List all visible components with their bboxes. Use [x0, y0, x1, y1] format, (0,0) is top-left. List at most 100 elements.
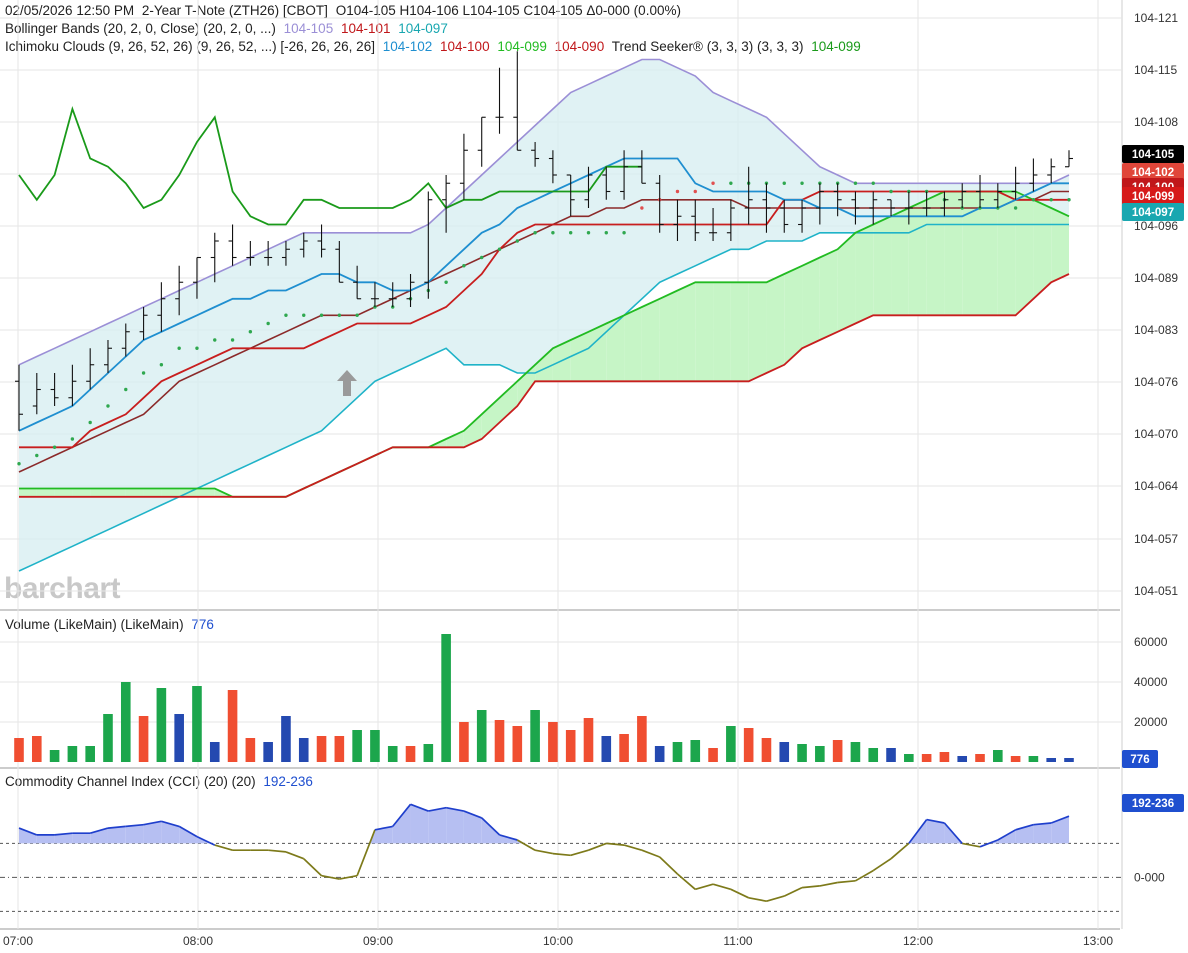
- ohlc-bar: [246, 241, 255, 266]
- header-line-1: 02/05/2026 12:50 PM 2-Year T-Note (ZTH26…: [5, 2, 685, 20]
- volume-bar: [156, 688, 167, 762]
- bollinger-study-label[interactable]: Bollinger Bands (20, 2, 0, Close) (20, 2…: [5, 21, 276, 36]
- price-pane[interactable]: [15, 51, 1073, 572]
- ohlc-bar: [424, 191, 433, 299]
- volume-bar: [459, 722, 469, 762]
- ohlc-bar: [103, 340, 112, 373]
- trend-seeker-dot: [177, 346, 181, 350]
- ichimoku-cloud-segment: [446, 430, 464, 448]
- cci-line-segment: [695, 883, 714, 891]
- trend-seeker-dot: [302, 313, 306, 317]
- cci-fill-segment: [19, 828, 37, 844]
- trend-seeker-dot: [889, 189, 893, 194]
- ichimoku-cloud-segment: [517, 364, 536, 406]
- ichimoku-study-label[interactable]: Ichimoku Clouds (9, 26, 52, 26) (9, 26, …: [5, 39, 375, 54]
- volume-bar: [904, 754, 914, 762]
- ohlc-bar: [869, 191, 878, 225]
- ohlc-bar: [709, 208, 718, 241]
- volume-bar: [227, 690, 238, 762]
- ichimoku-cloud-segment: [588, 323, 607, 382]
- cci-line-segment: [268, 849, 287, 853]
- ohlc-bar: [264, 241, 273, 266]
- ohlc-bar: [566, 174, 575, 217]
- price-axis-label: 104-089: [1134, 271, 1178, 285]
- volume-bar: [138, 716, 149, 762]
- ichimoku-cloud-segment: [535, 348, 553, 382]
- trend-seeker-dot: [497, 247, 502, 251]
- ichimoku-cloud-segment: [837, 232, 856, 332]
- cci-line-segment: [730, 888, 750, 899]
- volume-axis-label: 40000: [1134, 675, 1168, 689]
- cci-line-segment: [374, 825, 393, 831]
- volume-bar: [601, 736, 612, 762]
- bollinger-upper-value: 104-105: [283, 21, 334, 36]
- ichimoku-tenkan-value: 104-102: [382, 39, 433, 54]
- ohlc-bar: [798, 199, 807, 233]
- price-axis-label: 104-051: [1134, 584, 1178, 598]
- volume-bar: [565, 730, 576, 762]
- price-axis-label: 104-083: [1134, 323, 1178, 337]
- ichimoku-cloud-segment: [36, 488, 55, 497]
- ohlc-bar: [50, 373, 59, 406]
- trend-seeker-dot: [711, 181, 715, 185]
- volume-bar: [530, 710, 540, 762]
- cci-line-segment: [499, 834, 518, 841]
- trend-seeker-dot: [871, 181, 875, 185]
- signal-arrow-icon: [337, 370, 357, 396]
- price-pill-label: 104-102: [1132, 167, 1174, 179]
- ohlc-bar: [958, 183, 967, 208]
- trend-seeker-dot: [319, 313, 324, 317]
- ichimoku-cloud-segment: [624, 307, 642, 382]
- cci-line-segment: [161, 820, 180, 828]
- cci-pane[interactable]: [18, 803, 1070, 903]
- volume-title[interactable]: Volume (LikeMain) (LikeMain): [5, 617, 184, 632]
- ichimoku-cloud-segment: [819, 249, 838, 340]
- trend-seeker-dot: [230, 338, 235, 342]
- trend-seeker-dot: [444, 280, 448, 284]
- trend-seeker-study-label[interactable]: Trend Seeker® (3, 3, 3) (3, 3, 3): [611, 39, 804, 54]
- ichimoku-cloud-segment: [891, 208, 909, 316]
- cci-fill-segment: [374, 826, 393, 844]
- volume-bar: [815, 746, 825, 762]
- cci-line-segment: [285, 851, 305, 860]
- ichimoku-cloud-segment: [107, 488, 126, 497]
- volume-bar: [957, 756, 968, 762]
- ohlc-bar: [1047, 158, 1056, 184]
- price-axis-label: 104-057: [1134, 532, 1178, 546]
- ohlc-bar: [922, 191, 931, 217]
- volume-bar: [1028, 756, 1039, 762]
- price-pill: 104-102: [1122, 163, 1184, 181]
- ohlc-bar: [904, 191, 913, 225]
- trend-seeker-dot: [124, 387, 128, 392]
- volume-bar: [476, 710, 487, 762]
- volume-bar: [245, 738, 256, 762]
- cci-title[interactable]: Commodity Channel Index (CCI) (20) (20): [5, 774, 256, 789]
- ohlc-bar: [388, 282, 397, 307]
- header-datetime: 02/05/2026 12:50 PM: [5, 3, 135, 18]
- ichimoku-cloud-segment: [1015, 191, 1034, 316]
- trend-seeker-dot: [17, 462, 21, 466]
- cci-line-segment: [321, 874, 340, 880]
- volume-bar: [31, 736, 42, 762]
- cci-line-segment: [463, 810, 483, 819]
- cci-line-segment: [819, 881, 838, 887]
- cci-line-segment: [143, 820, 162, 826]
- ohlc-bar: [459, 133, 468, 200]
- ichimoku-cloud-segment: [90, 488, 108, 497]
- cci-line-segment: [54, 832, 73, 836]
- ichimoku-cloud-segment: [499, 381, 518, 423]
- ichimoku-cloud-segment: [1051, 208, 1069, 283]
- trend-seeker-dot: [586, 231, 591, 235]
- trend-seeker-dot: [1031, 198, 1036, 202]
- volume-bar: [993, 750, 1003, 762]
- ichimoku-kijun-value: 104-100: [440, 39, 490, 54]
- trend-seeker-dot: [266, 321, 270, 326]
- volume-bar: [387, 746, 398, 762]
- cci-line-segment: [641, 849, 660, 858]
- volume-bar: [1046, 758, 1057, 762]
- ohlc-bar: [442, 175, 451, 233]
- cci-line-segment: [855, 869, 874, 882]
- volume-bar: [654, 746, 665, 762]
- volume-pane[interactable]: [14, 634, 1074, 762]
